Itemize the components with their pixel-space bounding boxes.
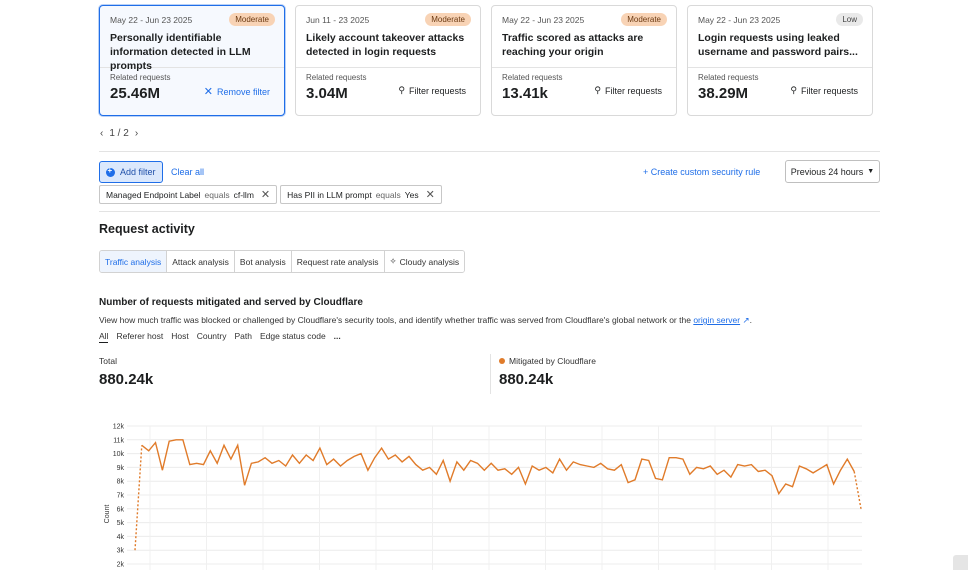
chevron-left-icon[interactable]: ‹	[100, 128, 104, 139]
insight-card[interactable]: May 22 - Jun 23 2025 Moderate Personally…	[99, 5, 285, 116]
active-filters: Managed Endpoint Label equals cf-llm ✕ H…	[99, 185, 442, 204]
series-line-mitigated	[141, 439, 855, 496]
mitigated-stat: Mitigated by Cloudflare 880.24k	[499, 356, 596, 388]
related-requests-value: 38.29M	[698, 85, 749, 102]
y-tick-label: 7k	[117, 493, 125, 500]
divider	[99, 151, 880, 152]
filter-requests-button[interactable]: ⚲ Filter requests	[398, 85, 466, 96]
insight-card[interactable]: May 22 - Jun 23 2025 Moderate Traffic sc…	[491, 5, 677, 116]
subtab-all[interactable]: All	[99, 331, 109, 343]
divider	[490, 354, 491, 394]
y-tick-label: 11k	[113, 437, 124, 444]
related-requests-label: Related requests	[110, 73, 171, 82]
chart-title: Number of requests mitigated and served …	[99, 297, 363, 308]
y-tick-label: 5k	[117, 520, 125, 527]
divider	[99, 211, 880, 212]
subtab-edge-status-code[interactable]: Edge status code	[259, 331, 326, 341]
related-requests-label: Related requests	[306, 73, 367, 82]
insight-cards: May 22 - Jun 23 2025 Moderate Personally…	[99, 5, 873, 116]
subtab-path[interactable]: Path	[234, 331, 252, 341]
tab-traffic-analysis[interactable]: Traffic analysis	[100, 251, 168, 272]
close-icon[interactable]: ✕	[425, 189, 435, 201]
tab-cloudy-analysis[interactable]: ✧ Cloudy analysis	[384, 251, 465, 272]
total-value: 880.24k	[99, 371, 154, 388]
card-title: Traffic scored as attacks are reaching y…	[502, 32, 644, 58]
mitigated-value: 880.24k	[499, 371, 554, 388]
subtab-country[interactable]: Country	[196, 331, 227, 341]
related-requests-label: Related requests	[502, 73, 563, 82]
subtab-referer-host[interactable]: Referer host	[116, 331, 164, 341]
filter-requests-button[interactable]: ⚲ Filter requests	[790, 85, 858, 96]
remove-filter-button[interactable]: ✕ Remove filter	[203, 86, 270, 98]
close-icon: ✕	[203, 86, 213, 98]
total-stat: Total 880.24k	[99, 356, 154, 388]
tab-bot-analysis[interactable]: Bot analysis	[234, 251, 292, 272]
analysis-tabs: Traffic analysis Attack analysis Bot ana…	[99, 250, 466, 273]
card-date: May 22 - Jun 23 2025	[698, 15, 781, 25]
card-title: Personally identifiable information dete…	[110, 32, 251, 72]
y-tick-label: 2k	[117, 562, 125, 569]
insight-card[interactable]: Jun 11 - 23 2025 Moderate Likely account…	[295, 5, 481, 116]
severity-badge: Low	[836, 13, 863, 26]
sparkle-icon: ✧	[389, 256, 397, 266]
add-filter-button[interactable]: Add filter	[99, 161, 163, 183]
search-icon: ⚲	[398, 85, 405, 95]
search-icon: ⚲	[790, 85, 797, 95]
close-icon[interactable]: ✕	[260, 189, 271, 201]
y-tick-label: 10k	[113, 451, 125, 458]
tab-attack-analysis[interactable]: Attack analysis	[167, 251, 235, 272]
time-range-select[interactable]: Previous 24 hours ▼	[785, 160, 880, 183]
create-custom-rule-link[interactable]: + Create custom security rule	[643, 167, 761, 177]
clear-all-link[interactable]: Clear all	[171, 167, 205, 177]
card-date: Jun 11 - 23 2025	[306, 15, 370, 25]
severity-badge: Moderate	[621, 13, 667, 26]
plus-icon: +	[643, 167, 651, 177]
related-requests-value: 25.46M	[110, 85, 161, 102]
related-requests-value: 3.04M	[306, 85, 348, 102]
section-title: Request activity	[99, 222, 195, 236]
y-tick-label: 4k	[117, 534, 125, 541]
filter-requests-button[interactable]: ⚲ Filter requests	[594, 85, 662, 96]
tab-request-rate-analysis[interactable]: Request rate analysis	[291, 251, 385, 272]
scroll-corner	[953, 555, 968, 570]
filter-chip[interactable]: Managed Endpoint Label equals cf-llm ✕	[99, 185, 278, 204]
legend-dot	[499, 358, 505, 364]
y-tick-label: 9k	[117, 465, 125, 472]
y-tick-label: 8k	[117, 479, 125, 486]
related-requests-value: 13.41k	[502, 85, 548, 102]
origin-server-link[interactable]: origin server	[693, 315, 741, 325]
card-date: May 22 - Jun 23 2025	[502, 15, 585, 25]
severity-badge: Moderate	[425, 13, 471, 26]
card-title: Likely account takeover attacks detected…	[306, 32, 465, 58]
card-date: May 22 - Jun 23 2025	[110, 15, 193, 25]
external-link-icon: ↗	[742, 315, 750, 325]
card-title: Login requests using leaked username and…	[698, 32, 858, 58]
breakdown-tabs: All Referer host Host Country Path Edge …	[99, 331, 341, 343]
y-axis-label: Count	[104, 505, 111, 524]
series-line-start-dashed	[134, 445, 143, 551]
chart-description: View how much traffic was blocked or cha…	[99, 315, 752, 325]
insight-card[interactable]: May 22 - Jun 23 2025 Low Login requests …	[687, 5, 873, 116]
y-tick-label: 3k	[117, 548, 125, 555]
requests-line-chart: 2k 3k 4k 5k 6k 7k 8k 9k 10k 11k 12k Count	[104, 424, 862, 570]
card-pager: ‹ 1 / 2 ›	[100, 128, 138, 139]
subtab-host[interactable]: Host	[171, 331, 189, 341]
y-tick-label: 6k	[117, 506, 125, 513]
severity-badge: Moderate	[229, 13, 275, 26]
plus-circle-icon	[106, 166, 115, 177]
series-line-end-dashed	[853, 471, 862, 509]
filter-chip[interactable]: Has PII in LLM prompt equals Yes ✕	[280, 185, 442, 204]
chevron-right-icon[interactable]: ›	[134, 128, 139, 139]
page-indicator: 1 / 2	[109, 128, 129, 139]
caret-down-icon: ▼	[867, 168, 875, 175]
related-requests-label: Related requests	[698, 73, 759, 82]
search-icon: ⚲	[594, 85, 601, 95]
y-tick-label: 12k	[113, 424, 125, 431]
more-icon[interactable]: ...	[333, 331, 341, 341]
